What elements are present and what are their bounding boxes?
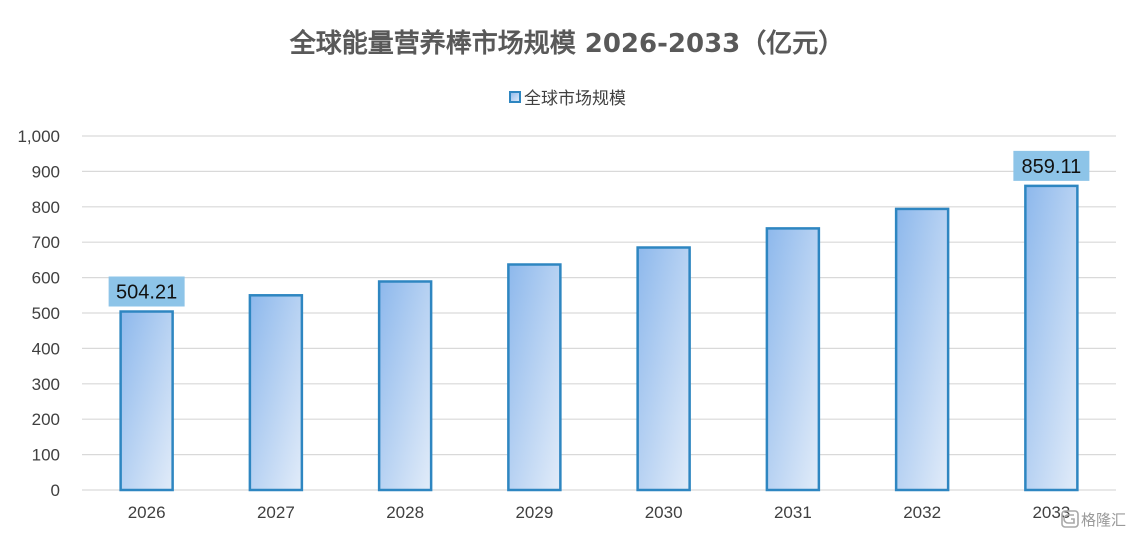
chart-title: 全球能量营养棒市场规模 2026-2033（亿元） bbox=[289, 28, 845, 59]
bar-2027 bbox=[248, 294, 304, 492]
x-tick-label: 2033 bbox=[1032, 503, 1070, 522]
y-tick-label: 500 bbox=[32, 304, 60, 323]
watermark-text: 格隆汇 bbox=[1081, 511, 1126, 529]
x-axis: 2026 2027 2028 2029 2030 2031 2032 2033 bbox=[128, 503, 1071, 522]
legend-swatch bbox=[509, 91, 521, 103]
bar-2033 bbox=[1024, 184, 1079, 492]
x-tick-label: 2030 bbox=[645, 503, 683, 522]
data-label-2033: 859.11 bbox=[1013, 150, 1090, 181]
data-label-2026: 504.21 bbox=[108, 276, 185, 307]
y-tick-label: 1,000 bbox=[17, 127, 60, 146]
x-tick-label: 2026 bbox=[128, 503, 166, 522]
data-label-text: 504.21 bbox=[116, 282, 177, 304]
data-label-box bbox=[108, 276, 185, 307]
bar-2032 bbox=[894, 207, 950, 492]
y-tick-label: 800 bbox=[32, 198, 60, 217]
bar-2031 bbox=[765, 227, 821, 492]
data-label-box bbox=[1013, 150, 1090, 181]
data-label-text: 859.11 bbox=[1022, 156, 1082, 178]
data-labels: 504.21 859.11 bbox=[108, 150, 1090, 307]
x-tick-label: 2028 bbox=[386, 503, 424, 522]
y-axis: 0 100 200 300 400 500 600 700 800 900 1,000 bbox=[17, 127, 60, 500]
y-tick-label: 0 bbox=[51, 481, 60, 500]
x-tick-label: 2027 bbox=[257, 503, 295, 522]
y-tick-label: 100 bbox=[32, 446, 60, 465]
watermark: 格隆汇 bbox=[1061, 510, 1126, 529]
bar-2029 bbox=[507, 263, 562, 492]
gridlines bbox=[82, 135, 1116, 491]
x-tick-label: 2031 bbox=[774, 503, 812, 522]
y-tick-label: 700 bbox=[32, 233, 60, 252]
y-tick-label: 300 bbox=[32, 375, 60, 394]
bars bbox=[119, 184, 1079, 492]
bar-2028 bbox=[377, 280, 433, 492]
x-tick-label: 2029 bbox=[515, 503, 553, 522]
legend-label: 全球市场规模 bbox=[524, 89, 626, 109]
glh-logo-icon bbox=[1061, 510, 1079, 528]
y-tick-label: 400 bbox=[32, 339, 60, 358]
legend: 全球市场规模 bbox=[509, 89, 626, 109]
bar-2030 bbox=[636, 246, 691, 492]
y-tick-label: 200 bbox=[32, 410, 60, 429]
bar-2026 bbox=[119, 310, 174, 492]
x-tick-label: 2032 bbox=[903, 503, 941, 522]
y-tick-label: 900 bbox=[32, 162, 60, 181]
y-tick-label: 600 bbox=[32, 269, 60, 288]
